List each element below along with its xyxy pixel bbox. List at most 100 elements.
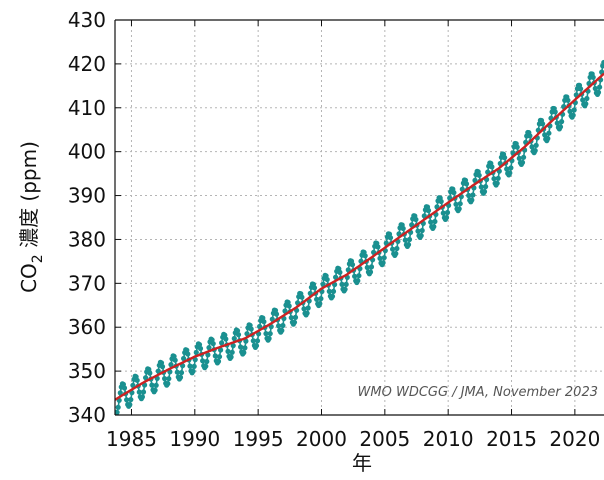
monthly-point <box>241 350 247 356</box>
monthly-point <box>463 181 470 187</box>
monthly-point <box>590 74 596 80</box>
axes <box>114 19 604 416</box>
x-tick-label: 1985 <box>106 427 157 451</box>
monthly-point <box>149 382 155 388</box>
monthly-point <box>152 387 158 393</box>
monthly-point <box>318 296 324 302</box>
monthly-point <box>494 180 500 186</box>
monthly-point <box>514 144 520 150</box>
monthly-point <box>552 109 558 115</box>
monthly-point <box>248 326 254 332</box>
monthly-point <box>425 207 432 214</box>
monthly-point <box>121 385 128 391</box>
x-axis-title: 年 <box>352 451 372 475</box>
monthly-point <box>381 255 387 261</box>
monthly-point <box>529 144 535 150</box>
monthly-point <box>504 166 510 172</box>
monthly-point <box>570 112 576 118</box>
monthly-point <box>533 142 539 148</box>
monthly-point <box>181 355 187 362</box>
monthly-point <box>228 354 234 360</box>
y-tick-label: 360 <box>68 315 106 339</box>
monthly-point <box>578 86 584 92</box>
monthly-point <box>128 397 134 403</box>
monthly-point <box>419 227 425 234</box>
monthly-point <box>143 375 149 381</box>
monthly-point <box>200 358 206 364</box>
monthly-point <box>406 236 413 243</box>
x-tick-label: 2010 <box>423 427 474 451</box>
monthly-point <box>456 206 462 212</box>
x-tick-label: 2000 <box>296 427 347 451</box>
monthly-point <box>230 343 236 349</box>
monthly-point <box>466 192 472 199</box>
monthly-point <box>261 319 267 325</box>
x-tick-label: 2005 <box>359 427 410 451</box>
monthly-point <box>115 404 121 410</box>
monthly-point <box>136 389 142 395</box>
monthly-point <box>405 242 412 248</box>
monthly-point <box>168 362 174 368</box>
monthly-point <box>174 369 180 375</box>
monthly-point <box>203 363 209 369</box>
monthly-point <box>342 286 348 292</box>
monthly-point <box>238 344 244 350</box>
y-tick-label: 400 <box>68 140 106 164</box>
monthly-point <box>387 235 394 241</box>
monthly-point <box>177 374 184 380</box>
monthly-point <box>532 148 538 154</box>
monthly-point <box>580 97 586 103</box>
monthly-point <box>343 281 349 287</box>
monthly-point <box>326 288 332 294</box>
y-axis-title: CO2 濃度 (ppm) <box>17 141 46 293</box>
monthly-point <box>124 397 130 403</box>
monthly-point <box>540 121 546 127</box>
monthly-point <box>280 322 286 329</box>
monthly-point <box>508 165 514 171</box>
monthly-point <box>222 332 228 338</box>
monthly-point <box>218 347 224 353</box>
monthly-point <box>244 331 250 337</box>
y-tick-label: 410 <box>68 96 106 120</box>
monthly-point <box>320 281 326 287</box>
monthly-point <box>362 253 368 259</box>
source-annotation: WMO WDCGG / JMA, November 2023 <box>358 385 598 400</box>
y-axis-title-subscript: 2 <box>30 254 46 263</box>
monthly-point <box>324 276 330 283</box>
monthly-point <box>243 338 249 344</box>
y-tick-label: 340 <box>68 403 106 427</box>
monthly-point <box>314 296 320 302</box>
monthly-point <box>394 245 400 252</box>
y-tick-label: 390 <box>68 184 106 208</box>
monthly-point <box>266 335 272 342</box>
monthly-point <box>400 225 406 232</box>
x-tick-label: 1995 <box>233 427 284 451</box>
x-tick-label: 2020 <box>549 427 600 451</box>
monthly-point <box>489 164 495 170</box>
monthly-point <box>438 198 444 205</box>
monthly-point <box>349 262 356 268</box>
monthly-point <box>584 95 590 102</box>
monthly-point <box>269 316 275 322</box>
monthly-point <box>134 377 140 383</box>
monthly-point <box>519 159 526 166</box>
monthly-point <box>225 348 231 354</box>
monthly-point <box>210 341 216 347</box>
x-tick-labels: 1985 1990 1995 2000 2005 2010 2015 2020 <box>106 427 600 451</box>
monthly-point <box>367 269 374 275</box>
monthly-point <box>273 311 280 317</box>
monthly-point <box>516 155 522 161</box>
monthly-point <box>317 301 323 307</box>
monthly-point <box>292 314 299 320</box>
monthly-point <box>229 349 235 355</box>
monthly-point <box>231 335 237 342</box>
monthly-point <box>139 394 145 400</box>
monthly-point <box>155 368 161 374</box>
monthly-point <box>457 201 463 207</box>
monthly-point <box>377 255 383 261</box>
y-tick-label: 350 <box>68 359 106 383</box>
monthly-point <box>495 175 501 181</box>
monthly-point <box>263 331 269 337</box>
x-tick-label: 2015 <box>486 427 537 451</box>
